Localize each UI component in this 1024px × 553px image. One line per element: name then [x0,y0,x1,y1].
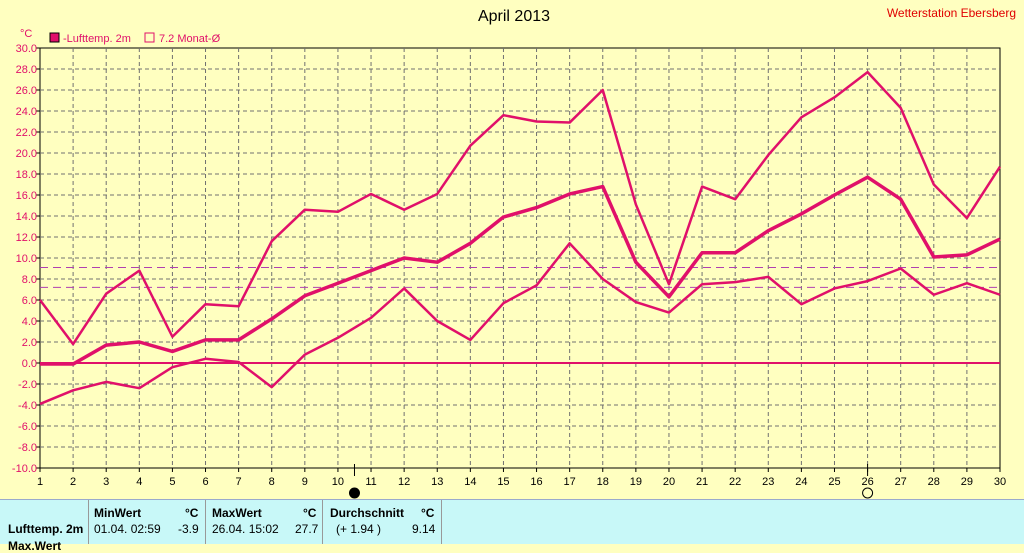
x-tick-label: 22 [729,476,741,488]
series-line-mittel [40,175,1001,366]
x-tick-label: 30 [994,476,1006,488]
divider [88,500,89,544]
x-tick-label: 25 [828,476,840,488]
y-tick-label: 20.0 [16,148,37,160]
y-tick-label: 14.0 [16,211,37,223]
x-axis: 1 2 3 4 5 6 7 8 9 10 11 12 13 14 15 16 17 18 19 20 21 22 23 24 2… [37,468,1006,488]
max-date: 26.04. 15:02 [212,522,279,536]
row-label: Lufttemp. 2m [8,522,84,536]
x-tick-label: 29 [961,476,973,488]
avg-unit: °C [421,506,435,520]
moon-markers [348,464,874,499]
divider [441,500,442,544]
statistics-panel: MinWert °C MaxWert °C Durchschnitt °C Lu… [0,499,1024,553]
legend: -Lufttemp. 2m 7.2 Monat-Ø [49,32,221,45]
min-value: -3.9 [178,522,199,536]
min-date: 01.04. 02:59 [94,522,161,536]
y-tick-label: 26.0 [16,85,37,97]
min-unit: °C [185,506,199,520]
x-tick-label: 28 [928,476,940,488]
x-tick-label: 3 [103,476,109,488]
max-value: 27.7 [295,522,319,536]
x-tick-label: 4 [136,476,142,488]
y-tick-label: 10.0 [16,253,37,265]
x-tick-label: 14 [464,476,476,488]
legend-swatch-empty [144,32,155,43]
x-tick-label: 26 [861,476,873,488]
series-line-min [39,242,1001,406]
x-tick-label: 20 [663,476,675,488]
x-tick-label: 16 [530,476,542,488]
x-tick-label: 7 [236,476,242,488]
x-tick-label: 11 [365,476,376,488]
y-tick-label: 24.0 [16,106,37,118]
x-tick-label: 12 [398,476,410,488]
new-moon-icon [348,487,360,499]
y-tick-label: -10.0 [12,463,37,475]
x-tick-label: 10 [332,476,344,488]
legend-label-temp: -Lufttemp. 2m [63,33,131,45]
series-lines [39,70,1002,406]
y-tick-label: 22.0 [16,127,37,139]
y-tick-label: 28.0 [16,64,37,76]
y-tick-label: 30.0 [16,43,37,55]
divider [205,500,206,544]
y-unit-label: °C [20,28,32,40]
x-tick-label: 9 [302,476,308,488]
legend-label-avg: 7.2 Monat-Ø [159,33,221,45]
divider [322,500,323,544]
avg-header: Durchschnitt [330,506,405,520]
min-header: MinWert [94,506,142,520]
max-header: MaxWert [212,506,262,520]
x-tick-label: 21 [696,476,708,488]
y-tick-label: 8.0 [22,274,37,286]
avg-delta: (+ 1.94 ) [336,522,382,536]
x-tick-label: 2 [70,476,76,488]
y-tick-label: 18.0 [16,169,37,181]
x-tick-label: 1 [37,476,43,488]
x-tick-label: 8 [269,476,275,488]
row2-label: Max.Wert [8,539,62,553]
y-tick-label: -6.0 [18,421,37,433]
x-tick-label: 5 [169,476,175,488]
max-unit: °C [303,506,317,520]
y-tick-label: 0.0 [22,358,37,370]
x-tick-label: 27 [895,476,907,488]
temperature-chart: April 2013 Wetterstation Ebersberg °C -L… [12,6,1016,499]
x-tick-label: 23 [762,476,774,488]
y-tick-label: -4.0 [18,400,37,412]
y-tick-label: 12.0 [16,232,37,244]
station-name: Wetterstation Ebersberg [887,6,1016,20]
chart-title: April 2013 [478,8,550,25]
y-tick-label: -8.0 [18,442,37,454]
full-moon-icon [862,487,874,499]
x-tick-label: 6 [202,476,208,488]
x-tick-label: 17 [564,476,576,488]
x-tick-label: 24 [795,476,807,488]
y-axis: 30.0 28.0 26.0 24.0 22.0 20.0 18.0 16.0 14.0 12.0… [12,43,40,475]
y-tick-label: 6.0 [22,295,37,307]
grid [40,48,1000,468]
avg-value: 9.14 [412,522,436,536]
x-tick-label: 18 [597,476,609,488]
legend-swatch-filled [49,32,60,43]
x-tick-label: 19 [630,476,642,488]
y-tick-label: 2.0 [22,337,37,349]
x-tick-label: 13 [431,476,443,488]
y-tick-label: 4.0 [22,316,37,328]
y-tick-label: 16.0 [16,190,37,202]
y-tick-label: -2.0 [18,379,37,391]
series-line-max [39,70,1002,346]
x-tick-label: 15 [497,476,509,488]
